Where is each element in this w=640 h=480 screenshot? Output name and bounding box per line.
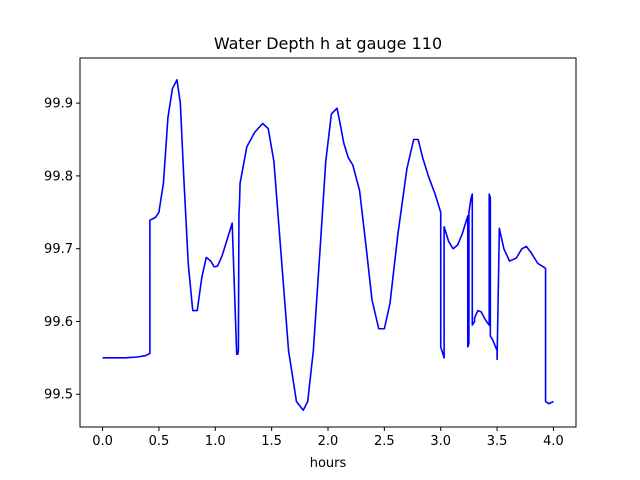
x-tick-label: 1.0 bbox=[205, 434, 226, 449]
y-tick-label: 99.8 bbox=[44, 169, 73, 184]
y-axis-ticks: 99.5 99.6 99.7 99.8 99.9 bbox=[44, 97, 80, 403]
y-tick-label: 99.5 bbox=[44, 388, 73, 403]
x-axis-ticks: 0.0 0.5 1.0 1.5 2.0 2.5 3.0 3.5 4.0 bbox=[92, 427, 564, 449]
x-tick-label: 2.0 bbox=[318, 434, 339, 449]
series-line-water-depth bbox=[102, 79, 554, 412]
plot-frame bbox=[79, 57, 577, 428]
x-tick-label: 3.0 bbox=[430, 434, 451, 449]
x-tick-label: 4.0 bbox=[543, 434, 564, 449]
chart-title: Water Depth h at gauge 110 bbox=[214, 34, 442, 53]
x-tick-label: 2.5 bbox=[374, 434, 395, 449]
x-tick-label: 0.5 bbox=[149, 434, 170, 449]
x-axis-label: hours bbox=[310, 456, 347, 471]
y-tick-label: 99.7 bbox=[44, 242, 73, 257]
y-tick-label: 99.9 bbox=[44, 97, 73, 112]
x-tick-label: 1.5 bbox=[261, 434, 282, 449]
x-tick-label: 0.0 bbox=[92, 434, 113, 449]
y-tick-label: 99.6 bbox=[44, 315, 73, 330]
x-tick-label: 3.5 bbox=[487, 434, 508, 449]
